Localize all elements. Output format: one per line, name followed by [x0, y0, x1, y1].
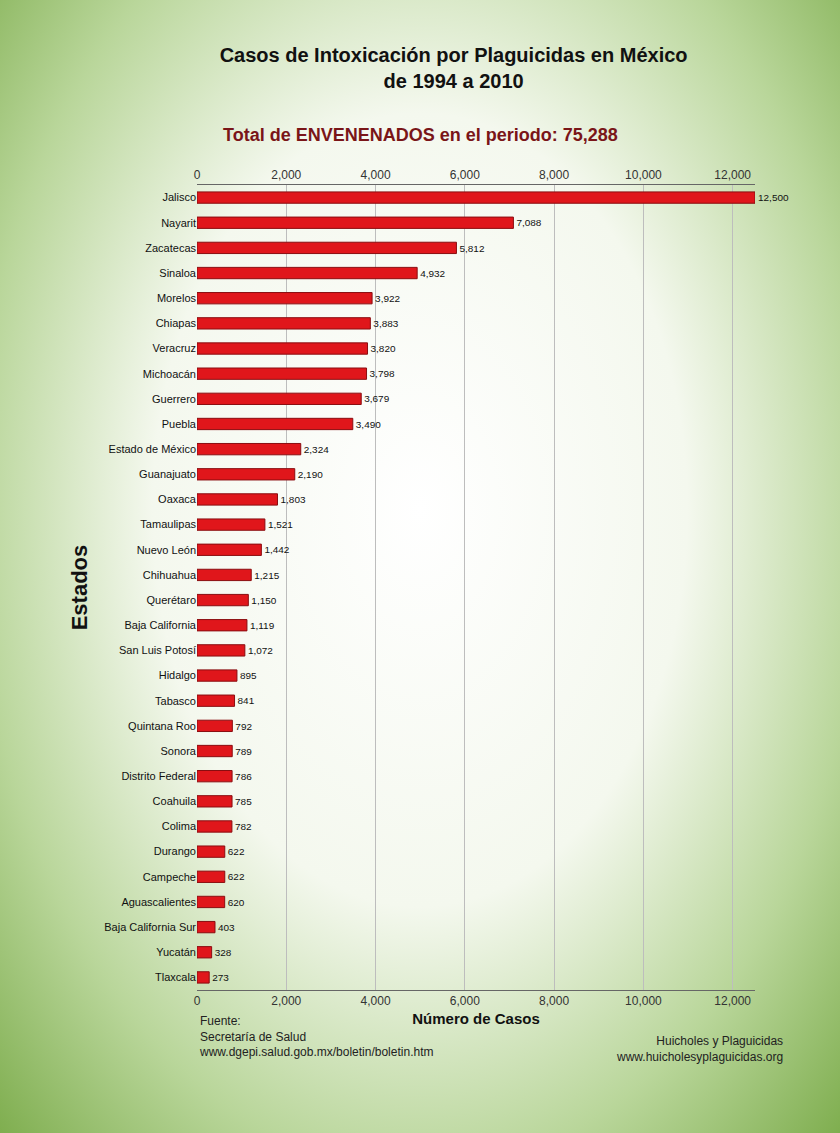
svg-text:10,000: 10,000	[625, 168, 662, 182]
svg-text:1,150: 1,150	[251, 595, 276, 606]
svg-text:Nuevo León: Nuevo León	[137, 544, 196, 556]
svg-text:Distrito Federal: Distrito Federal	[121, 770, 196, 782]
svg-text:Coahuila: Coahuila	[153, 795, 197, 807]
svg-text:3,679: 3,679	[364, 393, 389, 404]
svg-text:273: 273	[212, 972, 229, 983]
svg-text:Aguascalientes: Aguascalientes	[121, 896, 196, 908]
svg-text:0: 0	[194, 168, 201, 182]
svg-text:1,803: 1,803	[281, 494, 306, 505]
svg-text:2,000: 2,000	[271, 994, 301, 1008]
svg-text:Puebla: Puebla	[162, 418, 197, 430]
svg-text:6,000: 6,000	[450, 168, 480, 182]
svg-text:Sinaloa: Sinaloa	[159, 267, 197, 279]
svg-text:841: 841	[238, 695, 255, 706]
svg-text:10,000: 10,000	[625, 994, 662, 1008]
svg-text:7,088: 7,088	[516, 217, 541, 228]
svg-text:620: 620	[228, 897, 245, 908]
svg-text:789: 789	[235, 746, 252, 757]
svg-text:Jalisco: Jalisco	[162, 191, 196, 203]
svg-text:2,324: 2,324	[304, 444, 329, 455]
svg-text:Durango: Durango	[154, 845, 196, 857]
svg-text:Veracruz: Veracruz	[153, 342, 196, 354]
svg-text:622: 622	[228, 846, 245, 857]
svg-text:12,000: 12,000	[714, 168, 751, 182]
svg-text:12,500: 12,500	[758, 192, 789, 203]
svg-text:1,215: 1,215	[254, 570, 279, 581]
svg-text:3,883: 3,883	[373, 318, 398, 329]
svg-text:5,812: 5,812	[459, 243, 484, 254]
svg-text:895: 895	[240, 670, 257, 681]
svg-text:Querétaro: Querétaro	[146, 594, 196, 606]
svg-text:2,000: 2,000	[271, 168, 301, 182]
svg-text:Chihuahua: Chihuahua	[143, 569, 197, 581]
svg-text:792: 792	[235, 721, 252, 732]
svg-text:Chiapas: Chiapas	[156, 317, 197, 329]
svg-text:622: 622	[228, 871, 245, 882]
svg-text:12,000: 12,000	[714, 994, 751, 1008]
svg-text:8,000: 8,000	[539, 994, 569, 1008]
svg-text:Campeche: Campeche	[143, 871, 196, 883]
svg-text:2,190: 2,190	[298, 469, 323, 480]
svg-text:8,000: 8,000	[539, 168, 569, 182]
svg-text:403: 403	[218, 922, 235, 933]
svg-text:6,000: 6,000	[450, 994, 480, 1008]
svg-text:Yucatán: Yucatán	[156, 946, 196, 958]
svg-text:785: 785	[235, 796, 252, 807]
svg-text:Tabasco: Tabasco	[155, 695, 196, 707]
svg-text:Zacatecas: Zacatecas	[145, 242, 196, 254]
svg-text:Fuente:Secretaría de Saludwww.: Fuente:Secretaría de Saludwww.dgepi.salu…	[199, 1014, 433, 1059]
svg-text:Tamaulipas: Tamaulipas	[140, 518, 196, 530]
svg-text:1,442: 1,442	[264, 544, 289, 555]
svg-text:Estados: Estados	[67, 545, 92, 631]
svg-text:3,820: 3,820	[371, 343, 396, 354]
svg-text:782: 782	[235, 821, 252, 832]
svg-text:1,072: 1,072	[248, 645, 273, 656]
svg-text:4,000: 4,000	[361, 994, 391, 1008]
svg-text:4,932: 4,932	[420, 268, 445, 279]
svg-text:Guerrero: Guerrero	[152, 393, 196, 405]
svg-text:Quintana Roo: Quintana Roo	[128, 720, 196, 732]
svg-text:Total de ENVENENADOS en el per: Total de ENVENENADOS en el periodo: 75,2…	[223, 125, 618, 145]
svg-text:328: 328	[215, 947, 232, 958]
svg-text:Estado de México: Estado de México	[109, 443, 196, 455]
svg-text:0: 0	[194, 994, 201, 1008]
svg-text:Hidalgo: Hidalgo	[159, 669, 196, 681]
svg-text:Sonora: Sonora	[161, 745, 197, 757]
svg-text:Guanajuato: Guanajuato	[139, 468, 196, 480]
svg-text:Baja California Sur: Baja California Sur	[104, 921, 196, 933]
svg-text:1,521: 1,521	[268, 519, 293, 530]
svg-text:Baja California: Baja California	[124, 619, 196, 631]
svg-text:Casos de Intoxicación por Plag: Casos de Intoxicación por Plaguicidas en…	[220, 44, 688, 92]
svg-text:Colima: Colima	[162, 820, 197, 832]
svg-text:4,000: 4,000	[361, 168, 391, 182]
svg-text:3,490: 3,490	[356, 419, 381, 430]
svg-text:3,798: 3,798	[370, 368, 395, 379]
svg-text:Número de Casos: Número de Casos	[412, 1010, 540, 1027]
svg-text:San Luis Potosí: San Luis Potosí	[119, 644, 196, 656]
svg-text:3,922: 3,922	[375, 293, 400, 304]
svg-text:1,119: 1,119	[250, 620, 275, 631]
svg-text:Morelos: Morelos	[157, 292, 197, 304]
svg-text:Huicholes y Plaguicidaswww.hui: Huicholes y Plaguicidaswww.huicholesypla…	[616, 1034, 783, 1064]
svg-text:Michoacán: Michoacán	[143, 368, 196, 380]
svg-text:Nayarit: Nayarit	[161, 217, 196, 229]
svg-text:Tlaxcala: Tlaxcala	[155, 971, 197, 983]
svg-text:786: 786	[235, 771, 252, 782]
svg-text:Oaxaca: Oaxaca	[158, 493, 197, 505]
